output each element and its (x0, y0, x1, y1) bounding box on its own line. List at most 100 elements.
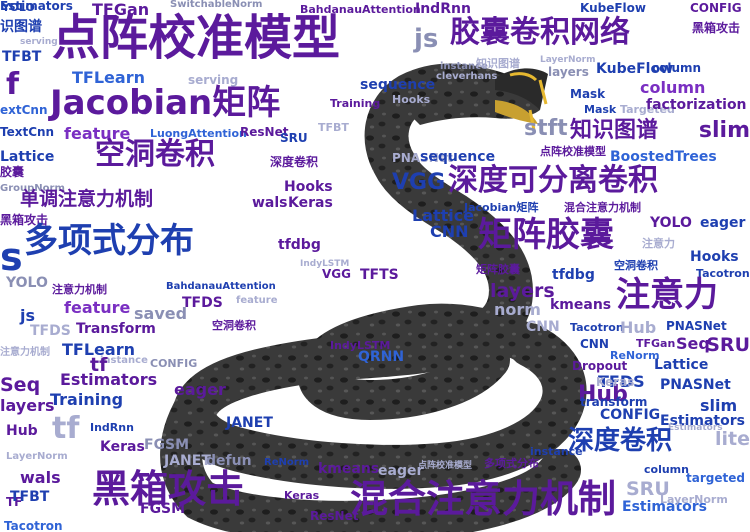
cloud-word: LuongAttention (150, 127, 247, 140)
cloud-word: 矩阵胶囊 (476, 263, 520, 276)
cloud-word: VGG (322, 267, 351, 281)
cloud-word: wals (252, 195, 288, 211)
cloud-word: BoostedTrees (610, 149, 717, 165)
cloud-word: 黑箱攻击 (692, 21, 741, 35)
cloud-word: TFLearn (72, 68, 145, 87)
cloud-word: Seq (676, 334, 710, 353)
cloud-word: Lattice (654, 357, 709, 373)
cloud-word: FGSM (140, 501, 186, 517)
cloud-word: CONFIG (600, 407, 661, 423)
cloud-word: 识图谱 (0, 19, 42, 35)
cloud-word: Jacobian矩阵 (50, 83, 281, 123)
cloud-word: PNASNet (660, 377, 731, 393)
cloud-word: lite (715, 428, 750, 450)
cloud-word: IndyLSTM (300, 259, 350, 269)
cloud-word: stft (524, 116, 568, 141)
cloud-word: Hub (620, 318, 657, 337)
cloud-word: TFBT (2, 49, 42, 65)
cloud-word: Hooks (690, 249, 739, 265)
cloud-word: layers (0, 396, 55, 415)
cloud-word: TextCnn (0, 125, 55, 139)
cloud-word: tfdbg (552, 267, 595, 283)
cloud-word: layers (548, 65, 589, 79)
cloud-word: Mask (584, 103, 617, 116)
cloud-word: YOLO (6, 275, 48, 291)
cloud-word: CONFIG (150, 357, 198, 370)
cloud-word: Hub (6, 423, 38, 439)
cloud-word: 点阵校准模型 (540, 145, 606, 158)
cloud-word: SwitchableNorm (170, 0, 263, 10)
cloud-word: 胶囊卷积网络 (450, 15, 630, 50)
cloud-word: ResNet (240, 125, 289, 139)
cloud-word: tf (90, 354, 108, 376)
cloud-word: Jacobian矩阵 (464, 201, 539, 214)
cloud-word: PNASNet (666, 319, 727, 333)
cloud-word: Tacotron (570, 321, 624, 334)
cloud-word: CONFIG (690, 1, 742, 15)
cloud-word: ResNet (310, 509, 359, 523)
cloud-word: PNASNet (392, 151, 453, 165)
cloud-word: IndRnn (415, 1, 471, 17)
cloud-word: 点阵校准模型 (418, 461, 473, 471)
cloud-word: instance (530, 445, 583, 458)
cloud-word: 知识图谱 (476, 57, 520, 70)
cloud-word: TFDS (30, 323, 71, 339)
cloud-word: Targeted (620, 103, 675, 116)
cloud-word: 注意力机制 (0, 347, 50, 358)
cloud-word: 注意力机制 (52, 283, 107, 296)
cloud-word: eager (174, 380, 226, 399)
cloud-word: Estimators (660, 413, 745, 429)
cloud-word: JANET (164, 453, 211, 469)
cloud-word: eager (378, 463, 424, 479)
cloud-word: 混合注意力机制 (350, 477, 617, 521)
cloud-word: 胶囊 (0, 165, 25, 179)
cloud-word: LayerNorm (540, 55, 596, 65)
cloud-word: slim (700, 396, 738, 415)
cloud-word: 知识图谱 (570, 118, 659, 143)
cloud-word: column (640, 78, 706, 97)
cloud-word: GroupNorm (0, 183, 65, 194)
cloud-word: transform (580, 395, 648, 409)
cloud-word: TFTS (360, 267, 399, 283)
cloud-word: factorization (646, 97, 747, 113)
cloud-word: SRU (280, 131, 308, 145)
cloud-word: 多项式分布 (24, 221, 194, 261)
cloud-word: CNN (580, 337, 609, 351)
cloud-word: sequence (360, 77, 436, 93)
cloud-word: 深度可分离卷积 (448, 163, 658, 198)
cloud-word: 深度卷积 (568, 426, 673, 456)
cloud-word: ReNorm (610, 349, 660, 362)
cloud-word: saved (134, 304, 188, 323)
cloud-word: Keras (288, 195, 333, 211)
cloud-word: serving (188, 73, 239, 87)
cloud-word: tfdbg (278, 237, 321, 253)
cloud-word: 黑箱攻击 (92, 467, 245, 511)
cloud-word: TFGan (92, 0, 150, 19)
cloud-word: Hooks (284, 179, 333, 195)
cloud-word: JANET (226, 415, 273, 431)
cloud-word: Estimators (668, 423, 723, 433)
cloud-word: 多项式分布 (484, 457, 539, 470)
cloud-word: Keras (596, 375, 635, 389)
cloud-word: Estimators (0, 0, 73, 13)
cloud-word: TFDS (182, 295, 223, 311)
cloud-word: CNN (430, 222, 469, 241)
cloud-word: 注意力 (642, 237, 675, 250)
cloud-word: eager (700, 215, 746, 231)
cloud-word: Tacotron (696, 267, 750, 280)
cloud-word: sequence (420, 149, 496, 165)
cloud-word: TFGan (636, 337, 676, 350)
cloud-word: feature (64, 298, 131, 317)
cloud-word: tf (52, 411, 80, 446)
cloud-word: 矩阵胶囊 (478, 215, 614, 255)
cloud-word: Lattice (0, 149, 55, 165)
cloud-word: 混合注意力机制 (564, 201, 641, 214)
cloud-word: VGG (392, 170, 446, 195)
cloud-word: TFBT (318, 121, 349, 134)
cloud-word: SRU (626, 478, 670, 500)
cloud-word: LayerNorm (6, 451, 68, 462)
cloud-word: 点阵校准模型 (52, 10, 341, 66)
cloud-word: SRU (706, 334, 750, 356)
cloud-word: instance (100, 355, 148, 366)
